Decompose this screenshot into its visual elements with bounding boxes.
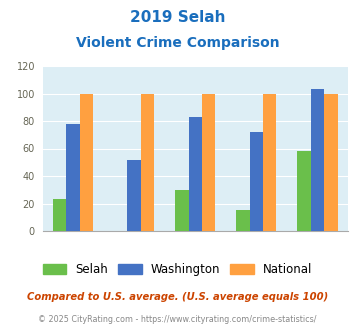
Bar [202, 93, 215, 231]
Bar [250, 132, 263, 231]
Text: Violent Crime Comparison: Violent Crime Comparison [76, 36, 279, 50]
Text: © 2025 CityRating.com - https://www.cityrating.com/crime-statistics/: © 2025 CityRating.com - https://www.city… [38, 315, 317, 324]
Bar [189, 117, 202, 231]
Text: Compared to U.S. average. (U.S. average equals 100): Compared to U.S. average. (U.S. average … [27, 292, 328, 302]
Bar [53, 199, 66, 231]
Bar [66, 124, 80, 231]
Bar [236, 211, 250, 231]
Bar [175, 190, 189, 231]
Bar [297, 151, 311, 231]
Bar [263, 93, 277, 231]
Bar [141, 93, 154, 231]
Bar [127, 159, 141, 231]
Text: 2019 Selah: 2019 Selah [130, 10, 225, 25]
Bar [80, 93, 93, 231]
Bar [311, 89, 324, 231]
Bar [324, 93, 338, 231]
Legend: Selah, Washington, National: Selah, Washington, National [38, 258, 317, 281]
